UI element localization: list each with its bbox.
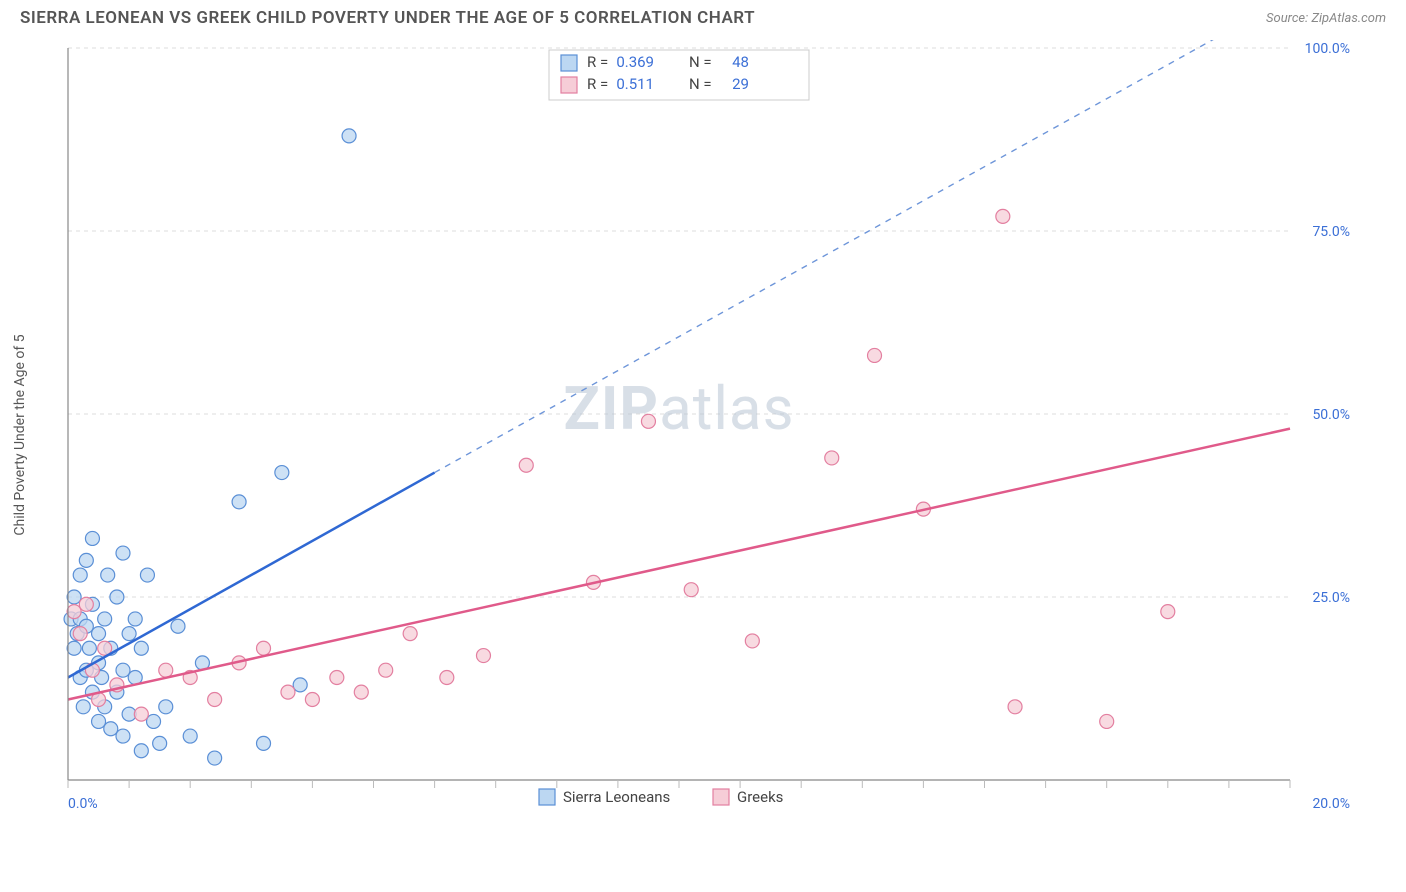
legend-r-value-sierra: 0.369 — [616, 53, 654, 71]
data-point-sierra — [183, 729, 197, 743]
y-tick-label: 75.0% — [1312, 224, 1350, 240]
data-point-greek — [476, 649, 490, 663]
x-max-label: 20.0% — [1312, 796, 1350, 812]
data-point-greek — [159, 663, 173, 677]
data-point-sierra — [232, 495, 246, 509]
trend-line-sierra — [68, 473, 435, 678]
data-point-sierra — [67, 590, 81, 604]
data-point-greek — [134, 707, 148, 721]
data-point-greek — [825, 451, 839, 465]
y-tick-label: 100.0% — [1305, 41, 1350, 57]
data-point-greek — [1100, 714, 1114, 728]
data-point-sierra — [153, 736, 167, 750]
title-bar: SIERRA LEONEAN VS GREEK CHILD POVERTY UN… — [0, 0, 1406, 32]
y-tick-label: 50.0% — [1312, 407, 1350, 423]
bottom-legend-label-sierra: Sierra Leoneans — [563, 788, 670, 806]
data-point-sierra — [116, 729, 130, 743]
data-point-sierra — [159, 700, 173, 714]
data-point-greek — [67, 605, 81, 619]
data-point-sierra — [92, 627, 106, 641]
data-point-sierra — [82, 641, 96, 655]
data-point-greek — [641, 414, 655, 428]
x-min-label: 0.0% — [68, 796, 98, 812]
data-point-sierra — [134, 641, 148, 655]
data-point-greek — [79, 597, 93, 611]
data-point-greek — [684, 583, 698, 597]
data-point-greek — [403, 627, 417, 641]
data-point-sierra — [171, 619, 185, 633]
chart-area: Child Poverty Under the Age of 5 25.0%50… — [60, 40, 1386, 830]
data-point-greek — [868, 348, 882, 362]
data-point-greek — [519, 458, 533, 472]
data-point-sierra — [98, 612, 112, 626]
data-point-sierra — [110, 590, 124, 604]
data-point-sierra — [257, 736, 271, 750]
legend-r-value-greek: 0.511 — [616, 75, 654, 93]
data-point-sierra — [122, 627, 136, 641]
data-point-sierra — [275, 466, 289, 480]
data-point-sierra — [101, 568, 115, 582]
data-point-greek — [305, 692, 319, 706]
data-point-greek — [1161, 605, 1175, 619]
source-label: Source: ZipAtlas.com — [1266, 11, 1386, 26]
data-point-greek — [745, 634, 759, 648]
legend-n-label: N = — [689, 53, 712, 71]
bottom-legend-swatch-greek — [713, 789, 729, 805]
data-point-greek — [1008, 700, 1022, 714]
data-point-sierra — [73, 568, 87, 582]
data-point-sierra — [147, 714, 161, 728]
data-point-sierra — [85, 531, 99, 545]
data-point-sierra — [293, 678, 307, 692]
legend-swatch-sierra — [561, 55, 577, 71]
legend-r-label: R = — [587, 75, 608, 93]
data-point-sierra — [67, 641, 81, 655]
data-point-sierra — [76, 700, 90, 714]
data-point-sierra — [79, 553, 93, 567]
y-tick-label: 25.0% — [1312, 590, 1350, 606]
legend-r-label: R = — [587, 53, 608, 71]
data-point-sierra — [128, 612, 142, 626]
data-point-greek — [257, 641, 271, 655]
data-point-sierra — [104, 722, 118, 736]
data-point-sierra — [116, 663, 130, 677]
y-axis-label: Child Poverty Under the Age of 5 — [12, 334, 28, 535]
data-point-greek — [379, 663, 393, 677]
data-point-sierra — [208, 751, 222, 765]
chart-title: SIERRA LEONEAN VS GREEK CHILD POVERTY UN… — [20, 8, 755, 28]
data-point-greek — [208, 692, 222, 706]
bottom-legend-swatch-sierra — [539, 789, 555, 805]
data-point-greek — [354, 685, 368, 699]
data-point-greek — [281, 685, 295, 699]
trend-line-greek — [68, 429, 1290, 700]
data-point-greek — [73, 627, 87, 641]
data-point-sierra — [134, 744, 148, 758]
data-point-greek — [996, 209, 1010, 223]
scatter-chart: 25.0% 50.0% 75.0% 100.0% ZIPatlas 0.0% 20.0% R … — [60, 40, 1380, 830]
data-point-sierra — [140, 568, 154, 582]
legend-swatch-greek — [561, 77, 577, 93]
data-point-greek — [440, 671, 454, 685]
bottom-legend-label-greek: Greeks — [737, 788, 783, 806]
legend-n-value-sierra: 48 — [732, 53, 749, 71]
watermark: ZIPatlas — [563, 373, 794, 444]
legend-n-value-greek: 29 — [732, 75, 749, 93]
data-point-greek — [330, 671, 344, 685]
legend-n-label: N = — [689, 75, 712, 93]
data-point-sierra — [92, 714, 106, 728]
data-point-sierra — [342, 129, 356, 143]
data-point-sierra — [116, 546, 130, 560]
